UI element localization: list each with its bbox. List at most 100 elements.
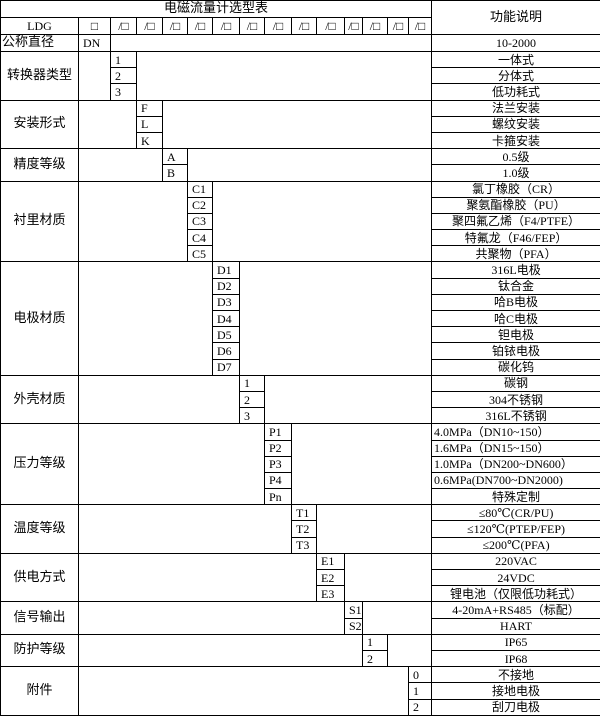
option-row: 附件 0 不接地 xyxy=(0,666,600,716)
option-description: 特殊定制 xyxy=(431,488,600,506)
option-code: C3 xyxy=(187,212,213,231)
option-row: D6 铂铱电极 xyxy=(1,342,600,360)
diameter-label: 公称直径 xyxy=(0,34,79,52)
group-label: 电极材质 xyxy=(0,261,79,376)
option-description: 碳钢 xyxy=(431,374,600,392)
option-description: 不接地 xyxy=(431,666,600,684)
option-code: D3 xyxy=(212,293,240,312)
option-code: 0 xyxy=(407,666,433,684)
option-code: L xyxy=(136,115,163,133)
option-description: 法兰安装 xyxy=(431,99,600,117)
option-description: 锂电池（仅限低功耗式） xyxy=(431,585,600,603)
blank-cell xyxy=(78,180,188,263)
model-slot: □ xyxy=(78,17,111,35)
option-description: 哈C电极 xyxy=(431,309,600,328)
option-row: D7 碳化钨 xyxy=(1,358,600,376)
blank-cell xyxy=(78,261,213,376)
function-header: 功能说明 xyxy=(431,0,600,35)
blank-cell xyxy=(78,423,265,506)
blank-cell xyxy=(343,552,433,603)
option-description: ≤120℃(PTEP/FEP) xyxy=(431,520,600,538)
title-row: 电磁流量计选型表 功能说明 xyxy=(0,0,600,35)
group-label: 防护等级 xyxy=(0,633,79,668)
option-code: E3 xyxy=(316,585,345,603)
blank-cell xyxy=(211,180,433,263)
option-code: D5 xyxy=(212,326,240,344)
option-description: 螺纹安装 xyxy=(431,115,600,133)
blank-cell xyxy=(109,34,433,52)
option-code: C1 xyxy=(187,180,213,198)
option-description: 接地电极 xyxy=(431,682,600,700)
option-code: D1 xyxy=(212,261,240,279)
blank-cell xyxy=(263,374,433,425)
option-description: IP65 xyxy=(431,633,600,651)
blank-cell xyxy=(361,601,433,635)
model-slot: /□ xyxy=(407,17,433,35)
group-label: 安装形式 xyxy=(0,99,79,150)
option-code: P4 xyxy=(264,471,292,490)
group-label: 转换器类型 xyxy=(0,51,79,101)
option-description: 分体式 xyxy=(431,67,600,85)
option-description: 316L电极 xyxy=(431,261,600,279)
blank-cell xyxy=(78,51,111,101)
option-description: 4-20mA+RS485（标配） xyxy=(431,601,600,619)
option-code: C4 xyxy=(187,229,213,247)
blank-cell xyxy=(78,148,163,182)
blank-cell xyxy=(78,552,317,603)
option-description: 0.5级 xyxy=(431,148,600,166)
option-code: 1 xyxy=(239,374,265,392)
option-code: S1 xyxy=(344,601,363,619)
option-code: E2 xyxy=(316,568,345,587)
option-code: 2 xyxy=(239,390,265,409)
option-code: 3 xyxy=(110,83,137,101)
option-description: 1.0MPa（DN200~DN600） xyxy=(431,455,600,473)
option-row: C4 特氟龙（F46/FEP） xyxy=(1,229,600,247)
option-code: T1 xyxy=(291,504,317,522)
option-row: D2 钛合金 xyxy=(1,277,600,295)
option-description: 刮刀电极 xyxy=(431,698,600,716)
option-code: 1 xyxy=(110,50,137,69)
option-description: 铂铱电极 xyxy=(431,342,600,360)
group-label: 温度等级 xyxy=(0,504,79,554)
option-description: 316L不锈钢 xyxy=(431,407,600,425)
option-code: K xyxy=(136,131,163,150)
group-label: 压力等级 xyxy=(0,423,79,506)
option-description: 1.0级 xyxy=(431,164,600,182)
option-description: ≤80℃(CR/PU) xyxy=(431,504,600,522)
option-row: 衬里材质 C1 氯丁橡胶（CR） xyxy=(0,180,600,263)
option-row: 电极材质 D1 316L电极 xyxy=(0,261,600,376)
option-code: D6 xyxy=(212,342,240,360)
model-slot: /□ xyxy=(110,17,137,35)
blank-cell xyxy=(238,261,433,376)
model-prefix: LDG xyxy=(0,17,79,35)
model-slot: /□ xyxy=(362,17,388,35)
option-row: 压力等级 P1 4.0MPa（DN10~150） xyxy=(0,423,600,506)
blank-cell xyxy=(386,633,433,668)
option-description: 哈B电极 xyxy=(431,293,600,312)
option-code: 1 xyxy=(407,682,433,700)
group-label: 外壳材质 xyxy=(0,374,79,425)
option-description: 0.6MPa(DN700~DN2000) xyxy=(431,471,600,490)
option-row: 2 304不锈钢 xyxy=(1,390,600,409)
option-row: K 卡箍安装 xyxy=(1,131,600,150)
blank-cell xyxy=(78,633,363,668)
blank-cell xyxy=(290,423,433,506)
group-label: 精度等级 xyxy=(0,148,79,182)
option-row: 精度等级 A 0.5级 xyxy=(0,148,600,182)
option-code: A xyxy=(162,148,188,166)
table-title: 电磁流量计选型表 xyxy=(0,0,433,18)
diameter-code: DN xyxy=(78,34,111,52)
option-row: 供电方式 E1 220VAC xyxy=(0,552,600,603)
option-code: P3 xyxy=(264,455,292,473)
option-row: E3 锂电池（仅限低功耗式） xyxy=(1,585,600,603)
option-code: B xyxy=(162,164,188,182)
option-code: S2 xyxy=(344,617,363,635)
option-description: 卡箍安装 xyxy=(431,131,600,150)
option-description: 碳化钨 xyxy=(431,358,600,376)
blank-cell xyxy=(315,504,433,554)
option-code: 2 xyxy=(110,67,137,85)
option-row: 防护等级 1 IP65 xyxy=(0,633,600,668)
option-description: 氯丁橡胶（CR） xyxy=(431,180,600,198)
option-description: 304不锈钢 xyxy=(431,390,600,409)
